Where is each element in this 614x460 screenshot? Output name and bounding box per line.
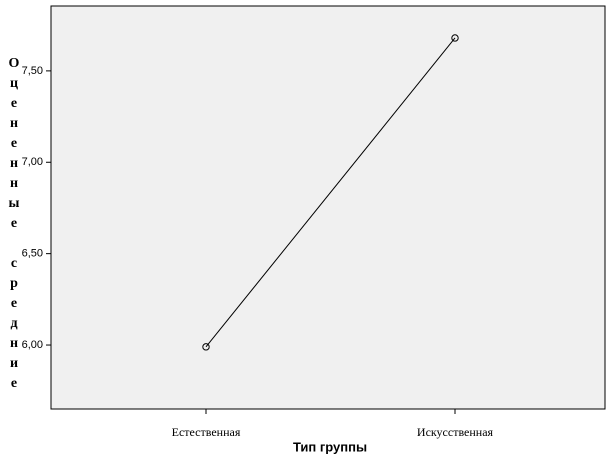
y-tick-label: 6,00 xyxy=(22,339,43,351)
plot-area xyxy=(50,5,606,410)
x-tick-label: Естественная xyxy=(172,425,241,439)
x-tick-label: Искусственная xyxy=(417,425,494,439)
y-tick-label: 7,50 xyxy=(22,65,43,77)
y-axis-label: Оцененные средние xyxy=(7,56,22,396)
marker xyxy=(451,34,459,42)
line xyxy=(205,37,456,348)
y-tick-label: 7,00 xyxy=(22,156,43,168)
x-axis-label: Тип группы xyxy=(293,439,367,454)
y-tick-label: 6,50 xyxy=(22,248,43,260)
marker xyxy=(202,343,210,351)
